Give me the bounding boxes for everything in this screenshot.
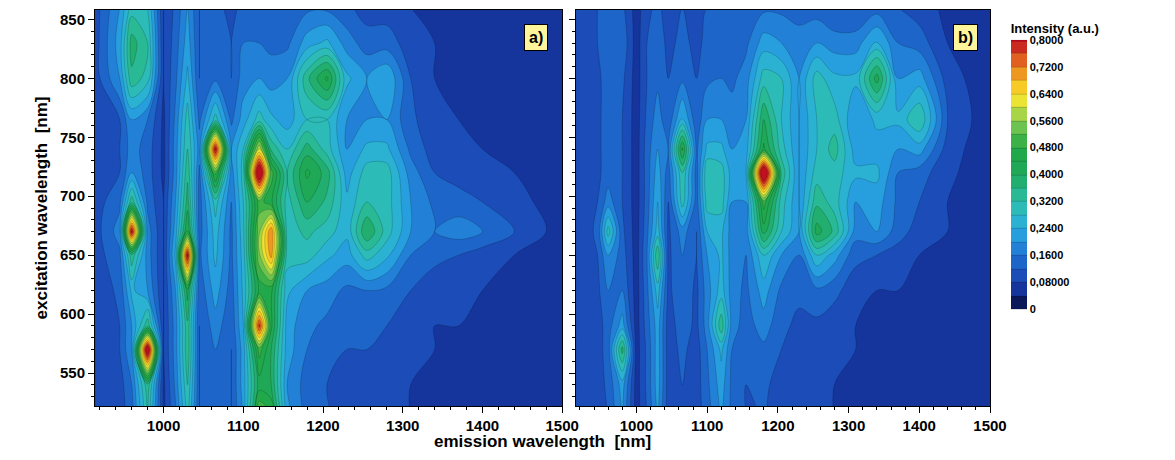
svg-text:850: 850	[60, 11, 85, 28]
svg-text:1200: 1200	[306, 417, 339, 434]
svg-text:0,8000: 0,8000	[1030, 34, 1064, 46]
svg-text:1400: 1400	[903, 417, 936, 434]
svg-text:1500: 1500	[546, 417, 579, 434]
svg-text:1300: 1300	[386, 417, 419, 434]
svg-text:1400: 1400	[466, 417, 499, 434]
svg-text:1000: 1000	[147, 417, 180, 434]
svg-text:1200: 1200	[761, 417, 794, 434]
svg-text:b): b)	[958, 29, 973, 46]
svg-text:700: 700	[60, 187, 85, 204]
svg-text:a): a)	[529, 29, 543, 46]
svg-text:0,08000: 0,08000	[1030, 276, 1070, 288]
svg-text:600: 600	[60, 305, 85, 322]
svg-text:800: 800	[60, 70, 85, 87]
svg-text:excitation wavelength [nm]: excitation wavelength [nm]	[32, 97, 51, 320]
svg-text:1100: 1100	[227, 417, 260, 434]
svg-text:1100: 1100	[691, 417, 724, 434]
svg-text:1300: 1300	[832, 417, 865, 434]
svg-text:0,6400: 0,6400	[1030, 88, 1064, 100]
svg-text:0,3200: 0,3200	[1030, 195, 1064, 207]
svg-text:0,4000: 0,4000	[1030, 168, 1064, 180]
svg-text:0: 0	[1030, 303, 1036, 315]
svg-text:750: 750	[60, 129, 85, 146]
svg-text:0,4800: 0,4800	[1030, 141, 1064, 153]
svg-text:0,1600: 0,1600	[1030, 249, 1064, 261]
svg-text:Intensity (a.u.): Intensity (a.u.)	[1011, 21, 1099, 36]
svg-text:emission wavelength [nm]: emission wavelength [nm]	[434, 432, 651, 451]
svg-text:1500: 1500	[973, 417, 1006, 434]
svg-text:0,2400: 0,2400	[1030, 222, 1064, 234]
svg-text:550: 550	[60, 364, 85, 381]
svg-text:0,5600: 0,5600	[1030, 115, 1064, 127]
svg-text:650: 650	[60, 246, 85, 263]
svg-text:1000: 1000	[620, 417, 653, 434]
svg-text:0,7200: 0,7200	[1030, 61, 1064, 73]
